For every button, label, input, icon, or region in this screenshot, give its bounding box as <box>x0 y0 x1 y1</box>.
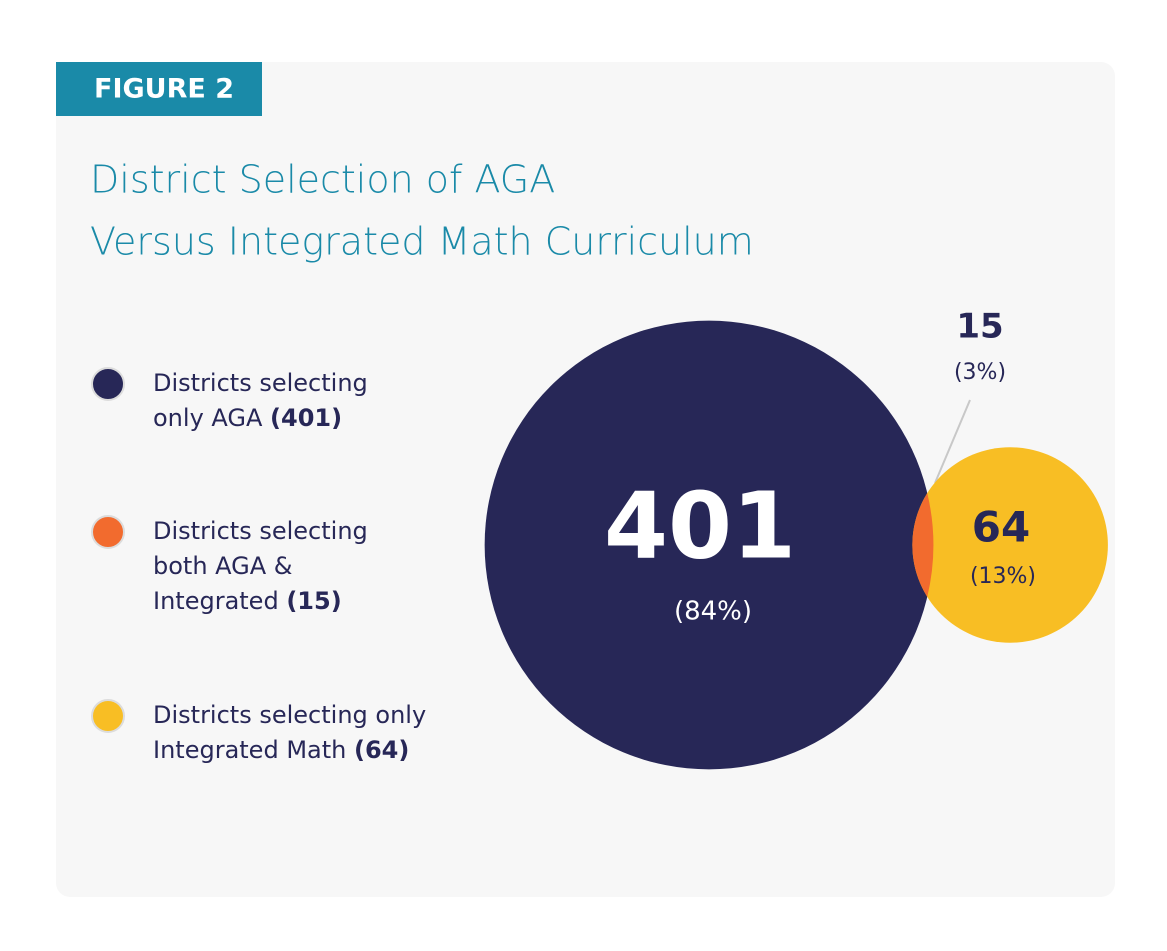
percent-label: (3%) <box>954 360 1006 385</box>
legend-line: both AGA & <box>153 552 293 580</box>
legend-label: Districts selecting both AGA & Integrated … <box>153 517 368 615</box>
venn-overlap <box>912 493 934 597</box>
legend-line: Integrated Math <box>153 736 346 764</box>
venn-circle <box>912 447 1108 643</box>
legend-swatch <box>91 515 125 549</box>
leader-line <box>934 399 971 484</box>
legend-count: (15) <box>286 587 341 615</box>
legend-line: Districts selecting <box>153 517 368 545</box>
chart-title: Versus Integrated Math Curriculum <box>90 220 754 264</box>
legend-count: (401) <box>270 404 342 432</box>
legend-line: only AGA <box>153 404 263 432</box>
percent-label: (13%) <box>970 564 1036 589</box>
value-label: 64 <box>972 503 1030 552</box>
legend-line: Districts selecting only <box>153 701 426 729</box>
legend-count: (64) <box>354 736 409 764</box>
legend-label: Districts selecting only Integrated Math … <box>153 701 426 764</box>
figure-tab <box>56 62 262 116</box>
legend-swatch <box>91 699 125 733</box>
legend-swatch <box>91 367 125 401</box>
venn-circle <box>484 320 934 770</box>
value-label: 15 <box>956 307 1003 347</box>
figure-label: FIGURE 2 <box>94 74 234 105</box>
legend-label: Districts selecting only AGA (401) <box>153 369 368 432</box>
value-label: 401 <box>604 472 796 579</box>
legend-line: Districts selecting <box>153 369 368 397</box>
chart-title: District Selection of AGA <box>90 158 555 202</box>
legend-line: Integrated <box>153 587 279 615</box>
percent-label: (84%) <box>674 597 752 627</box>
